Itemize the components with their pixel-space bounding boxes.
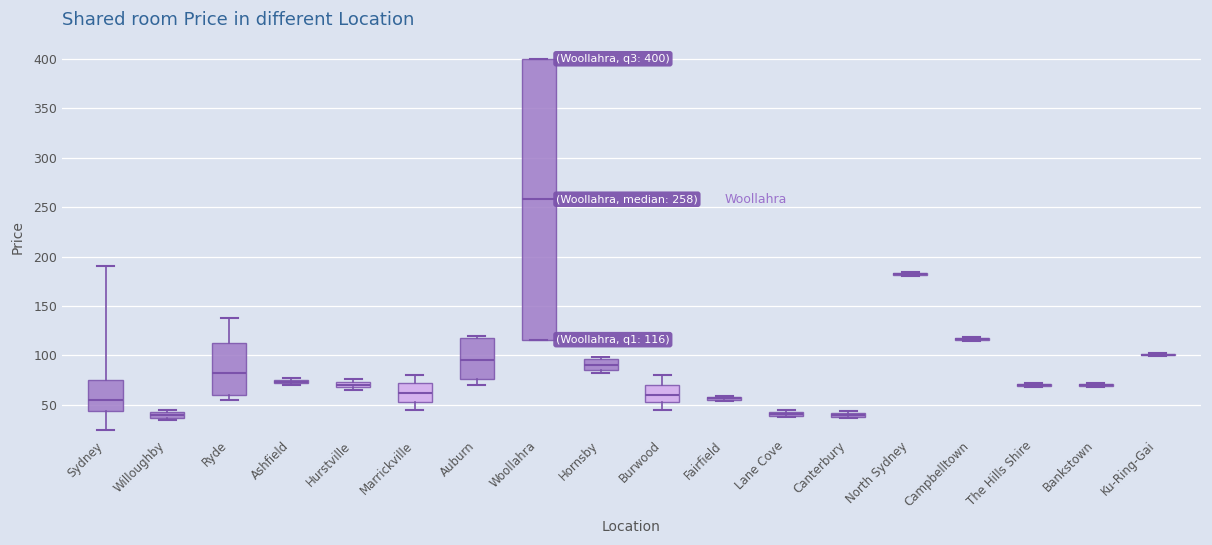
PathPatch shape bbox=[646, 385, 680, 402]
Text: Shared room Price in different Location: Shared room Price in different Location bbox=[62, 11, 415, 29]
PathPatch shape bbox=[212, 343, 246, 395]
Text: (Woollahra, median: 258): (Woollahra, median: 258) bbox=[556, 194, 698, 204]
PathPatch shape bbox=[770, 412, 804, 416]
PathPatch shape bbox=[583, 360, 618, 371]
Y-axis label: Price: Price bbox=[11, 220, 25, 254]
PathPatch shape bbox=[708, 397, 742, 400]
Text: Woollahra: Woollahra bbox=[725, 193, 787, 205]
PathPatch shape bbox=[150, 412, 184, 418]
PathPatch shape bbox=[1079, 384, 1113, 386]
PathPatch shape bbox=[893, 274, 927, 275]
PathPatch shape bbox=[955, 338, 989, 340]
PathPatch shape bbox=[274, 380, 308, 383]
PathPatch shape bbox=[831, 413, 865, 417]
X-axis label: Location: Location bbox=[602, 520, 661, 534]
PathPatch shape bbox=[459, 338, 493, 379]
PathPatch shape bbox=[1140, 354, 1174, 355]
Text: (Woollahra, q1: 116): (Woollahra, q1: 116) bbox=[556, 335, 670, 344]
PathPatch shape bbox=[336, 382, 370, 387]
PathPatch shape bbox=[398, 383, 431, 402]
PathPatch shape bbox=[1017, 384, 1051, 386]
PathPatch shape bbox=[88, 380, 122, 411]
PathPatch shape bbox=[521, 59, 556, 340]
Text: (Woollahra, q3: 400): (Woollahra, q3: 400) bbox=[556, 54, 670, 64]
